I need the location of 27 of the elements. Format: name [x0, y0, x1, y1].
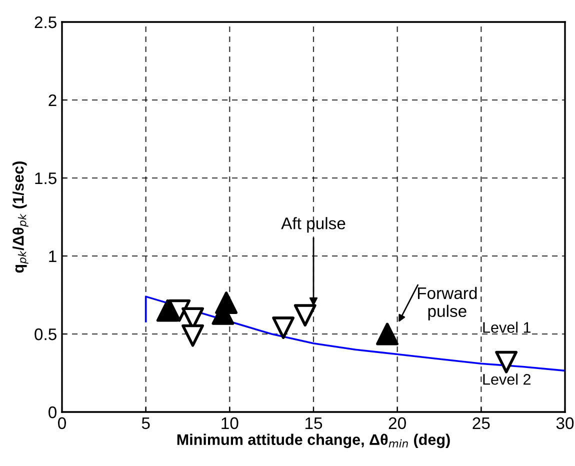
point [376, 322, 398, 346]
annotation: Aft pulse [281, 217, 346, 233]
point [182, 324, 204, 347]
y-tick-label: 0.5 [34, 328, 56, 340]
x-tick-label: 10 [222, 417, 238, 430]
point [215, 292, 238, 314]
annotation: Level 1 [483, 322, 531, 333]
x-tick-label: 20 [388, 417, 406, 430]
point [168, 299, 191, 322]
y-tick-label: 2 [48, 94, 56, 106]
y-axis-title: q$_{pk}$/Δθ$_{pk}$ (1/sec) [12, 162, 28, 273]
annotation: Level 2 [483, 374, 531, 385]
x-tick-label: 15 [306, 417, 322, 430]
y-tick-label: 0 [48, 406, 56, 418]
point [495, 350, 518, 374]
y-tick-label: 1.5 [35, 172, 56, 184]
point [156, 299, 179, 322]
annotation: Forward pulse [418, 286, 477, 320]
point [272, 316, 295, 339]
x-tick-label: 25 [472, 417, 490, 430]
y-tick-label: 2.5 [34, 16, 56, 28]
x-tick-label: 0 [58, 417, 66, 430]
x-tick-label: 5 [142, 417, 150, 430]
point [294, 304, 316, 326]
x-tick-label: 30 [556, 417, 574, 430]
y-tick-label: 1 [49, 250, 56, 262]
x-axis-title: Minimum attitude change, Δθ$_{min}$ (deg) [177, 434, 450, 448]
